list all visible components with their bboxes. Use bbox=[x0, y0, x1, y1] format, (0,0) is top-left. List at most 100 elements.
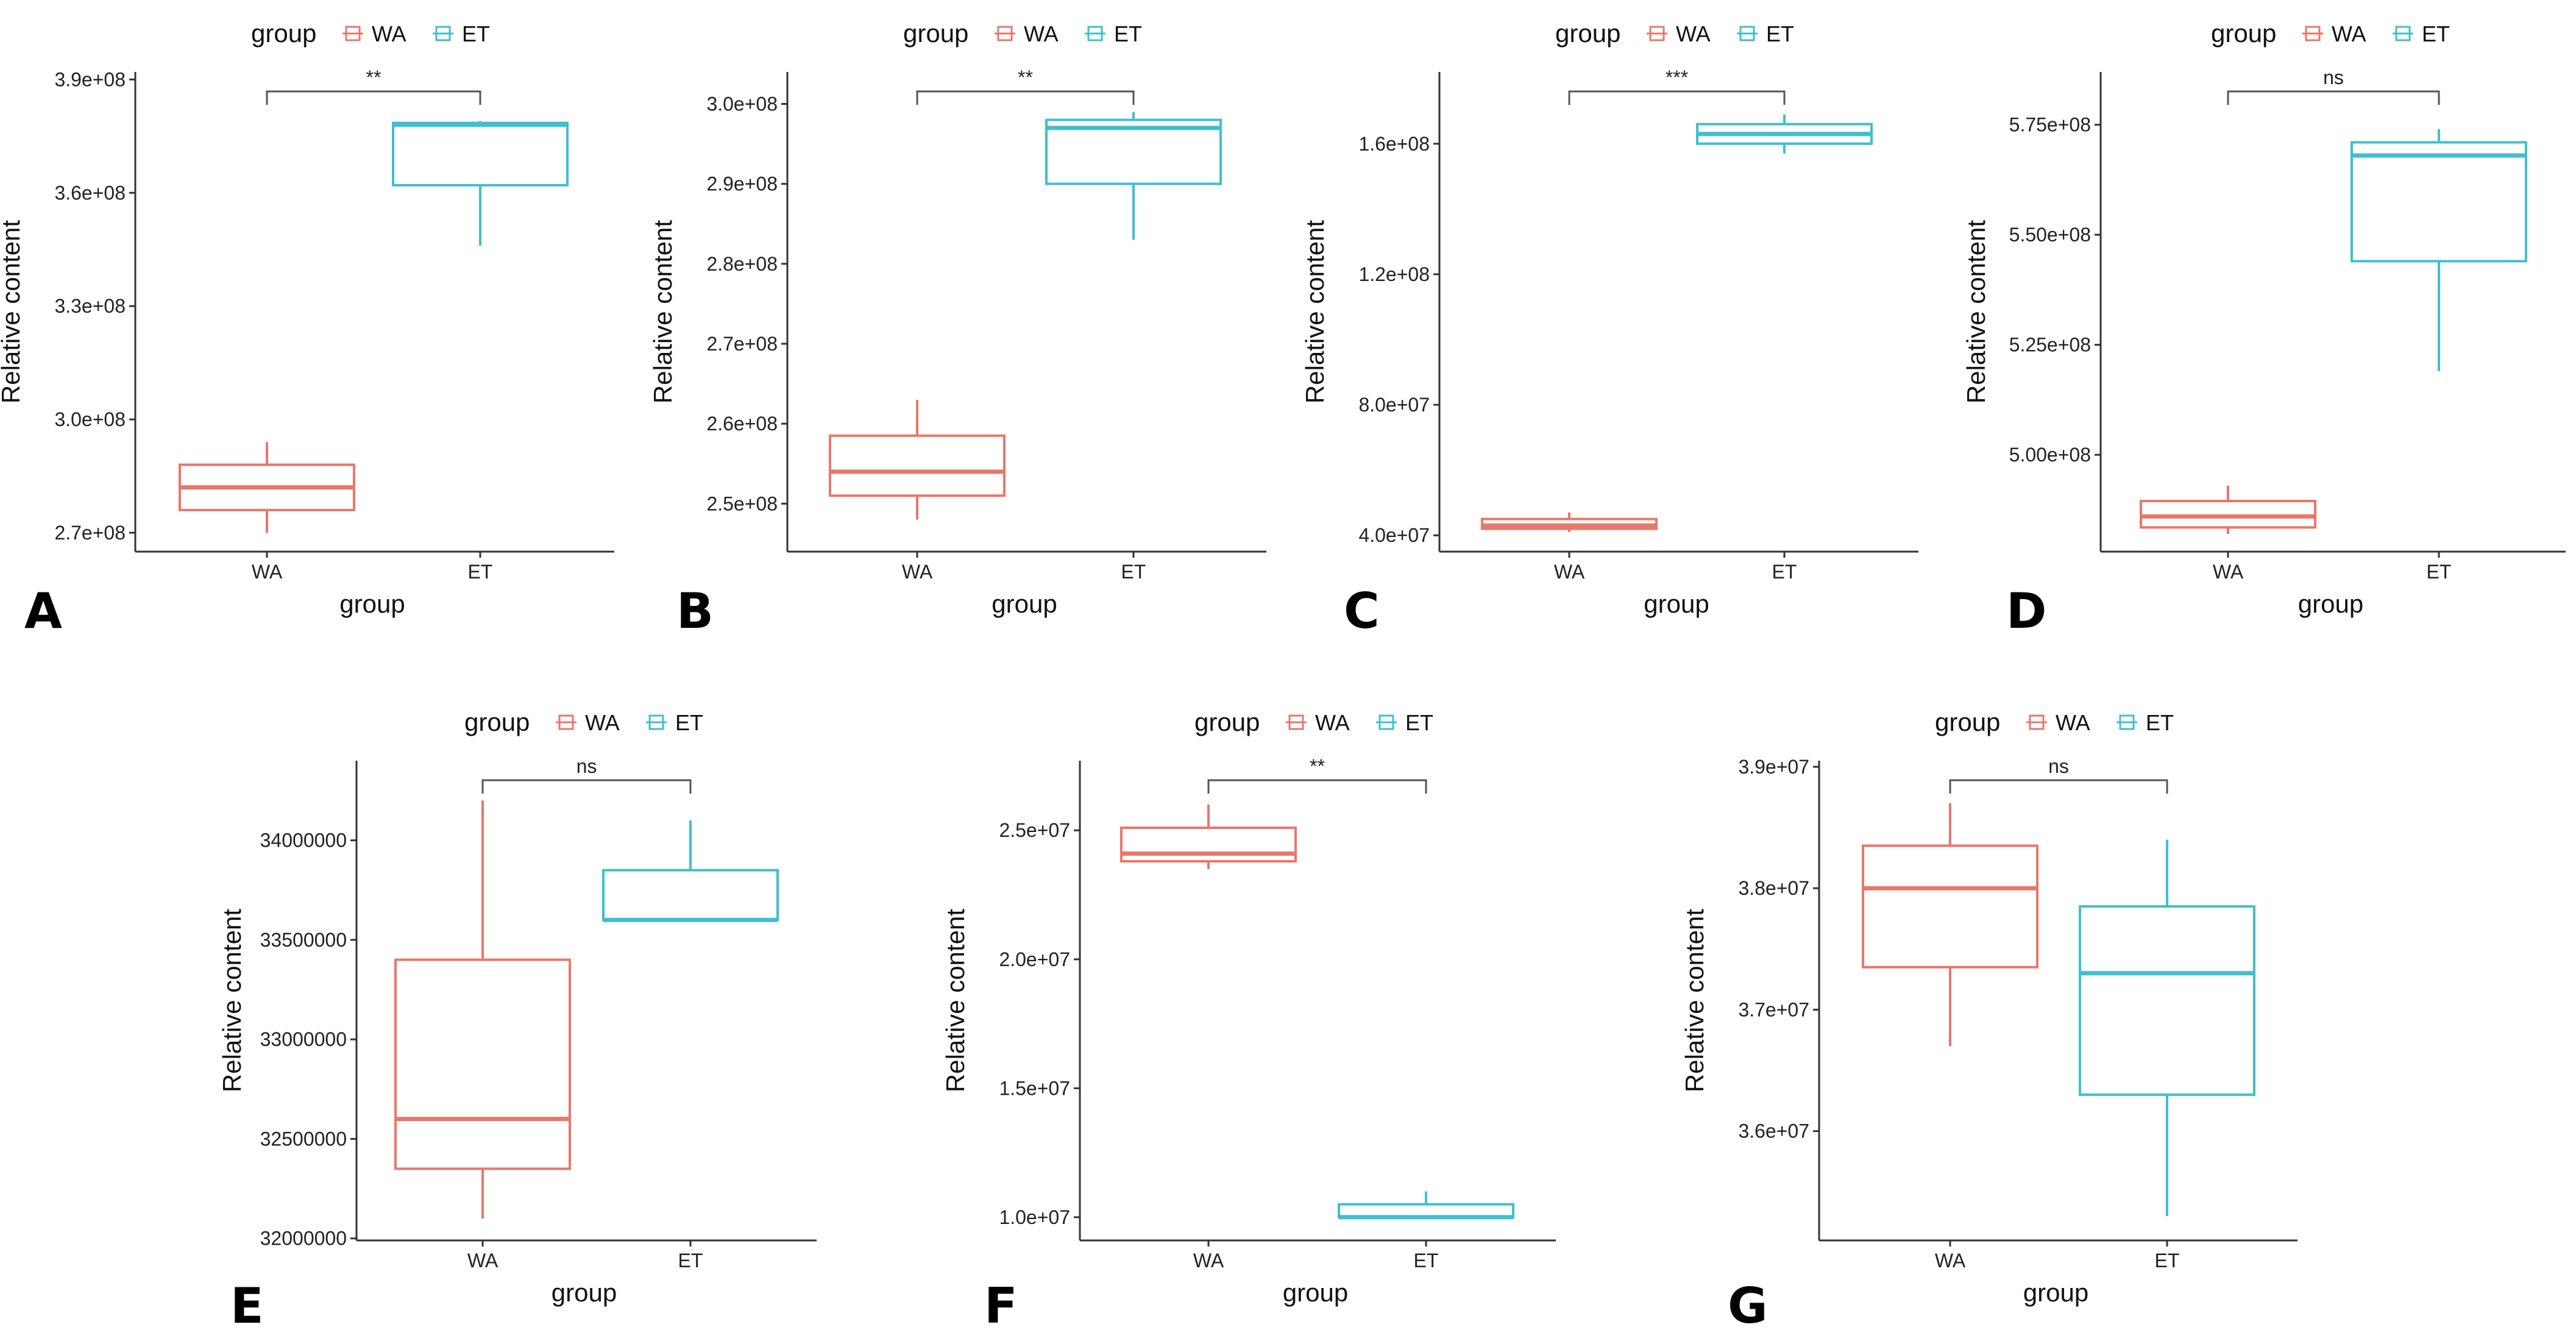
y-tick-label: 3.6e+08 bbox=[54, 182, 126, 204]
y-tick-label: 4.0e+07 bbox=[1358, 524, 1430, 546]
panel-letter: C bbox=[1344, 583, 1380, 639]
y-axis-title: Relative content bbox=[1680, 909, 1709, 1093]
y-tick-label: 2.5e+07 bbox=[999, 819, 1070, 841]
box-body bbox=[602, 869, 779, 922]
y-tick-label: 1.6e+08 bbox=[1358, 133, 1430, 155]
x-tick-label: WA bbox=[252, 561, 283, 583]
y-tick-label: 3.3e+08 bbox=[54, 295, 126, 317]
y-axis-title: Relative content bbox=[218, 909, 246, 1093]
significance-bracket bbox=[2227, 90, 2440, 105]
legend-title: group bbox=[903, 19, 968, 48]
y-axis-title: Relative content bbox=[941, 909, 970, 1093]
legend-title: group bbox=[464, 708, 530, 736]
legend-label-et: ET bbox=[675, 710, 703, 735]
y-tick-label: 5.25e+08 bbox=[2009, 334, 2091, 356]
legend-title: group bbox=[251, 19, 316, 48]
legend-label-et: ET bbox=[2422, 21, 2450, 46]
panel-c: 4.0e+07 8.0e+07 1.2e+08 1.6e+08 WA ET group Rel… bbox=[1300, 19, 1918, 639]
significance-bracket bbox=[916, 90, 1135, 105]
y-tick-label: 3.7e+07 bbox=[1738, 998, 1809, 1020]
panel-letter: G bbox=[1728, 1278, 1768, 1334]
legend-label-et: ET bbox=[1114, 21, 1142, 46]
y-tick-label: 32000000 bbox=[260, 1228, 347, 1250]
legend: group WA ET bbox=[1194, 708, 1433, 736]
legend: group WA ET bbox=[251, 19, 490, 48]
panel-letter: F bbox=[984, 1278, 1018, 1334]
legend-title: group bbox=[1935, 708, 2000, 736]
y-tick-label: 2.0e+07 bbox=[999, 948, 1070, 970]
panel-letter: B bbox=[676, 583, 714, 639]
y-tick-label: 2.8e+08 bbox=[706, 253, 778, 275]
x-axis-title: group bbox=[2298, 589, 2363, 618]
legend-label-et: ET bbox=[1766, 21, 1794, 46]
significance-bracket bbox=[266, 90, 481, 105]
y-tick-label: 32500000 bbox=[260, 1128, 347, 1150]
y-tick-label: 2.9e+08 bbox=[706, 173, 778, 195]
x-tick-label: ET bbox=[1121, 561, 1146, 583]
y-axis-title: Relative content bbox=[1962, 220, 1990, 404]
x-tick-label: ET bbox=[678, 1250, 703, 1272]
x-tick-label: ET bbox=[468, 561, 493, 583]
x-tick-label: ET bbox=[1772, 561, 1797, 583]
y-tick-label: 5.00e+08 bbox=[2009, 444, 2091, 466]
y-axis-title: Relative content bbox=[648, 220, 677, 404]
y-tick-label: 33500000 bbox=[260, 929, 347, 951]
legend: group WA ET bbox=[1555, 19, 1794, 48]
legend-label-wa: WA bbox=[1024, 21, 1059, 46]
y-tick-label: 2.6e+08 bbox=[706, 413, 778, 435]
box-wa bbox=[179, 442, 355, 533]
box-et bbox=[1338, 1191, 1514, 1220]
box-et bbox=[392, 121, 569, 246]
y-tick-label: 2.7e+08 bbox=[54, 522, 126, 544]
box-wa bbox=[1120, 804, 1297, 869]
box-et bbox=[602, 820, 779, 922]
y-tick-label: 2.5e+08 bbox=[706, 493, 778, 514]
x-tick-label: WA bbox=[1935, 1250, 1966, 1272]
box-body bbox=[1120, 827, 1297, 863]
x-axis-title: group bbox=[1283, 1278, 1348, 1307]
legend-label-wa: WA bbox=[2332, 21, 2366, 46]
x-tick-label: WA bbox=[467, 1250, 499, 1272]
panel-letter: A bbox=[24, 583, 62, 639]
y-tick-label: 8.0e+07 bbox=[1358, 394, 1430, 416]
panel-b: 2.5e+08 2.6e+08 2.7e+08 2.8e+08 2.9e+08 3.0e+… bbox=[648, 19, 1266, 639]
box-body bbox=[394, 958, 571, 1170]
significance-bracket bbox=[1568, 90, 1786, 105]
box-body bbox=[2079, 905, 2255, 1096]
significance-label: ns bbox=[577, 755, 597, 777]
legend-label-wa: WA bbox=[1315, 710, 1350, 735]
y-tick-label: 2.7e+08 bbox=[706, 333, 778, 355]
panel-g: 3.6e+07 3.7e+07 3.8e+07 3.9e+07 WA ET group Rel… bbox=[1680, 708, 2297, 1334]
significance-label: ** bbox=[366, 66, 381, 88]
significance-bracket bbox=[481, 779, 692, 794]
significance-bracket bbox=[1207, 779, 1427, 794]
legend-label-wa: WA bbox=[585, 710, 620, 735]
box-et bbox=[2351, 129, 2527, 371]
panel-letter: D bbox=[2006, 583, 2046, 639]
y-tick-label: 3.0e+08 bbox=[54, 408, 126, 430]
x-tick-label: ET bbox=[2427, 561, 2452, 583]
y-tick-label: 33000000 bbox=[260, 1028, 347, 1050]
x-axis-title: group bbox=[1644, 589, 1709, 618]
y-tick-label: 3.8e+07 bbox=[1738, 877, 1809, 899]
significance-label: ns bbox=[2323, 66, 2344, 88]
box-wa bbox=[394, 800, 571, 1219]
box-body bbox=[1045, 118, 1222, 185]
panel-e: 32000000 32500000 33000000 33500000 34000000… bbox=[218, 708, 817, 1334]
x-tick-label: WA bbox=[902, 561, 933, 583]
x-tick-label: WA bbox=[1554, 561, 1585, 583]
significance-bracket bbox=[1949, 779, 2168, 794]
legend-label-et: ET bbox=[1405, 710, 1433, 735]
box-body bbox=[392, 121, 569, 187]
box-body bbox=[2140, 499, 2316, 529]
box-et bbox=[2079, 839, 2255, 1217]
x-axis-title: group bbox=[339, 589, 405, 618]
y-tick-label: 5.50e+08 bbox=[2009, 224, 2091, 246]
box-wa bbox=[1481, 512, 1658, 532]
y-tick-label: 34000000 bbox=[260, 830, 347, 852]
legend: group WA ET bbox=[1935, 708, 2174, 736]
legend: group WA ET bbox=[2211, 19, 2450, 48]
